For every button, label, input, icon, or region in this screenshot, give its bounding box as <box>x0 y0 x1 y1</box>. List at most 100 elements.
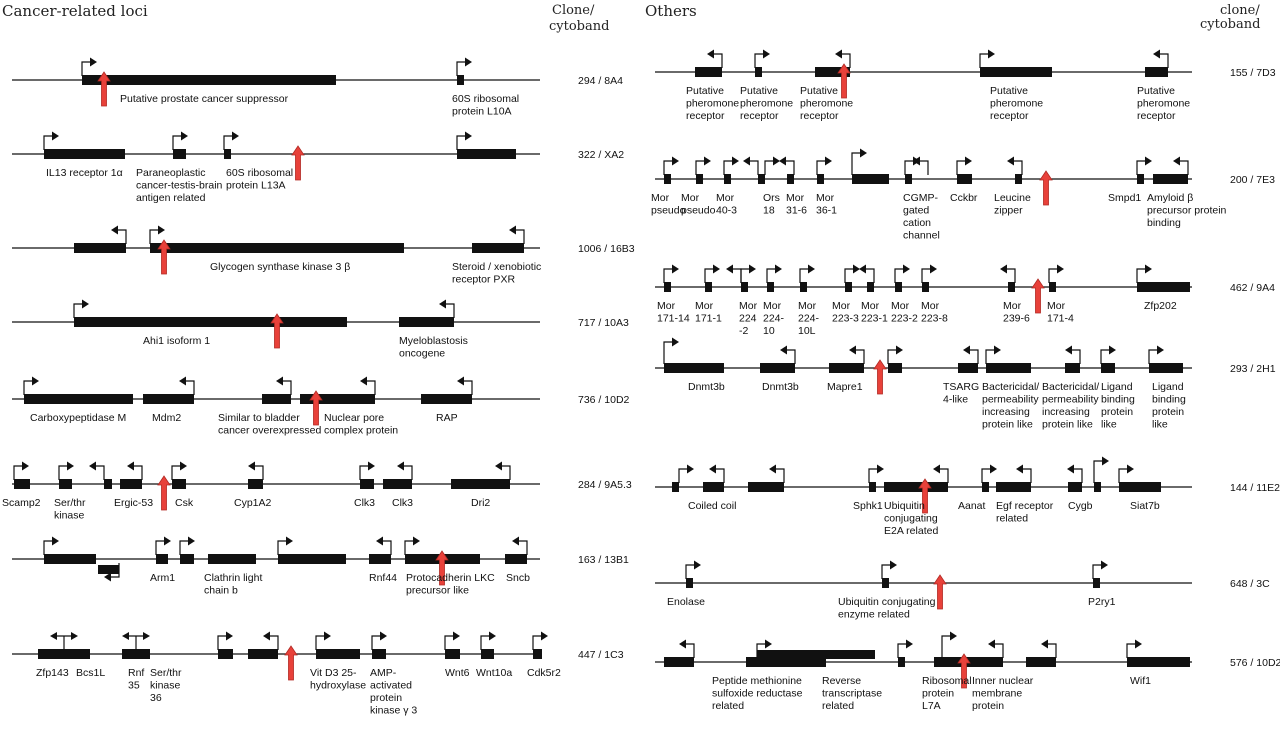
promoter-arrow-7 <box>1071 349 1081 364</box>
promoter-arrow-13-head <box>1145 156 1152 166</box>
promoter-arrow-5-head <box>457 376 464 386</box>
gene-label-5-line-2: 31-6 <box>786 205 807 217</box>
gene-label-4-line-1: Mor <box>763 300 782 312</box>
right-panel-title: Others <box>645 2 697 20</box>
gene-label-4-line-1: Ors <box>763 192 780 204</box>
gene-label-2-line-2: pseudo <box>681 205 716 217</box>
promoter-arrow-1 <box>81 61 91 76</box>
promoter-arrow-1-head <box>22 461 29 471</box>
promoter-arrow-5-head <box>286 536 293 546</box>
promoter-arrow-3 <box>217 635 227 650</box>
gene-bar-10 <box>1119 482 1161 492</box>
gene-bar-8 <box>481 649 494 659</box>
promoter-arrow-2-head <box>763 49 770 59</box>
clone-header-left-line1: Clone/ <box>552 3 595 18</box>
gene-label-3: Mor 40-3 <box>716 192 737 217</box>
gene-label-3: P2ry1 <box>1088 596 1116 608</box>
promoter-arrow-1-head <box>694 560 701 570</box>
gene-label-3-line-2: 224 <box>739 313 757 325</box>
left-panel-title: Cancer-related loci <box>2 2 148 20</box>
gene-label-4: Aanat <box>958 500 986 512</box>
gene-label-8-line-1: Wnt10a <box>476 667 512 679</box>
promoter-arrow-2 <box>715 468 725 483</box>
gene-label-5-line-2: related <box>996 513 1028 525</box>
clone-header-left-line2: cytoband <box>549 19 609 34</box>
gene-bar-9 <box>533 649 542 659</box>
promoter-arrow-6 <box>785 160 795 175</box>
promoter-arrow-1-head <box>672 156 679 166</box>
gene-label-6-line-2: activated <box>370 680 412 692</box>
promoter-arrow-4-head <box>988 49 995 59</box>
promoter-arrow-1 <box>663 341 673 364</box>
promoter-arrow-3-head <box>509 225 516 235</box>
promoter-arrow-1-head <box>52 131 59 141</box>
promoter-arrow-10 <box>921 268 931 283</box>
gene-bar-9 <box>1149 363 1183 373</box>
gene-label-5-line-2: hydroxylase <box>310 680 366 692</box>
gene-bar-5 <box>787 174 794 184</box>
gene-bar-11 <box>1049 282 1056 292</box>
promoter-arrow-4-head <box>749 264 756 274</box>
gene-bar-6 <box>248 479 263 489</box>
promoter-arrow-2-head <box>179 376 186 386</box>
gene-label-1: Glycogen synthase kinase 3 β <box>210 261 350 273</box>
promoter-arrow-9-head <box>1102 456 1109 466</box>
promoter-arrow-6 <box>1047 643 1057 658</box>
gene-label-6: AMP-activated protein kinase γ 3 <box>370 667 417 717</box>
gene-label-5-line-3: receptor <box>1137 110 1176 122</box>
insertion-arrow-1 <box>918 478 932 514</box>
promoter-arrow-4-head <box>743 156 750 166</box>
gene-label-6-line-1: Cygb <box>1068 500 1093 512</box>
promoter-arrow-8-head <box>397 461 404 471</box>
promoter-arrow-2-head <box>709 464 716 474</box>
gene-label-2: Steroid / xenobiotic receptor PXR <box>452 261 541 286</box>
gene-label-6-line-2: 36-1 <box>816 205 837 217</box>
gene-label-5: RAP <box>436 412 458 424</box>
promoter-arrow-13-head <box>1145 264 1152 274</box>
gene-label-4-line-1: Protocadherin LKC <box>406 572 495 584</box>
gene-label-4-line-1: Inner nuclear <box>972 675 1034 687</box>
insertion-arrow-1 <box>309 390 323 426</box>
gene-label-4-line-2: 4-like <box>943 394 968 406</box>
gene-label-11: Mor 171-4 <box>1047 300 1074 325</box>
promoter-arrow-4-head <box>263 631 270 641</box>
gene-label-1-line-3: related <box>712 700 744 712</box>
gene-label-6: Mor 223-3 <box>832 300 859 325</box>
right-track-5: 144 / 11E2 Coiled coil Sphk1 Ubiquitin conju… <box>655 456 1280 537</box>
gene-label-3-line-2: 35 <box>128 680 140 692</box>
gene-label-2-line-1: Mor <box>681 192 700 204</box>
gene-bar-8 <box>905 174 912 184</box>
gene-label-1: IL13 receptor 1α <box>46 167 123 179</box>
gene-label-6-line-4: kinase γ 3 <box>370 705 417 717</box>
gene-bar-6 <box>278 554 346 564</box>
gene-label-4-line-3: 36 <box>150 692 162 704</box>
gene-label-11: Amyloid β precursor protein binding <box>1147 192 1227 229</box>
gene-label-3: Rnf 35 <box>128 667 144 692</box>
gene-bar-7 <box>852 174 889 184</box>
promoter-arrow-3-head <box>726 264 733 274</box>
gene-label-3: Ribosomal protein L7A <box>922 675 972 712</box>
gene-label-6: Cygb <box>1068 500 1093 512</box>
promoter-arrow-1 <box>55 635 73 650</box>
gene-bar-3 <box>757 650 875 659</box>
gene-bar-5 <box>172 479 186 489</box>
gene-label-7-line-1: CGMP- <box>903 192 939 204</box>
promoter-arrow-2 <box>756 643 766 658</box>
promoter-arrow-4 <box>868 468 878 483</box>
gene-bar-5 <box>800 282 807 292</box>
insertion-arrow-1 <box>873 359 887 395</box>
gene-label-1-line-1: Glycogen synthase kinase 3 β <box>210 261 350 273</box>
gene-label-3-line-2: conjugating <box>884 513 938 525</box>
promoter-arrow-10-head <box>1127 464 1134 474</box>
promoter-arrow-9 <box>1148 349 1158 364</box>
promoter-arrow-2-head <box>713 264 720 274</box>
promoter-arrow-2-head <box>780 345 787 355</box>
gene-label-5: Putative pheromone receptor <box>1137 85 1190 122</box>
promoter-arrow-4-head <box>950 631 957 641</box>
gene-label-4-line-2: 18 <box>763 205 775 217</box>
promoter-arrow-8 <box>865 268 875 283</box>
gene-label-5: Wif1 <box>1130 675 1151 687</box>
promoter-arrow-1-head <box>679 639 686 649</box>
gene-bar-1 <box>664 657 694 667</box>
promoter-arrow-9 <box>532 635 542 650</box>
